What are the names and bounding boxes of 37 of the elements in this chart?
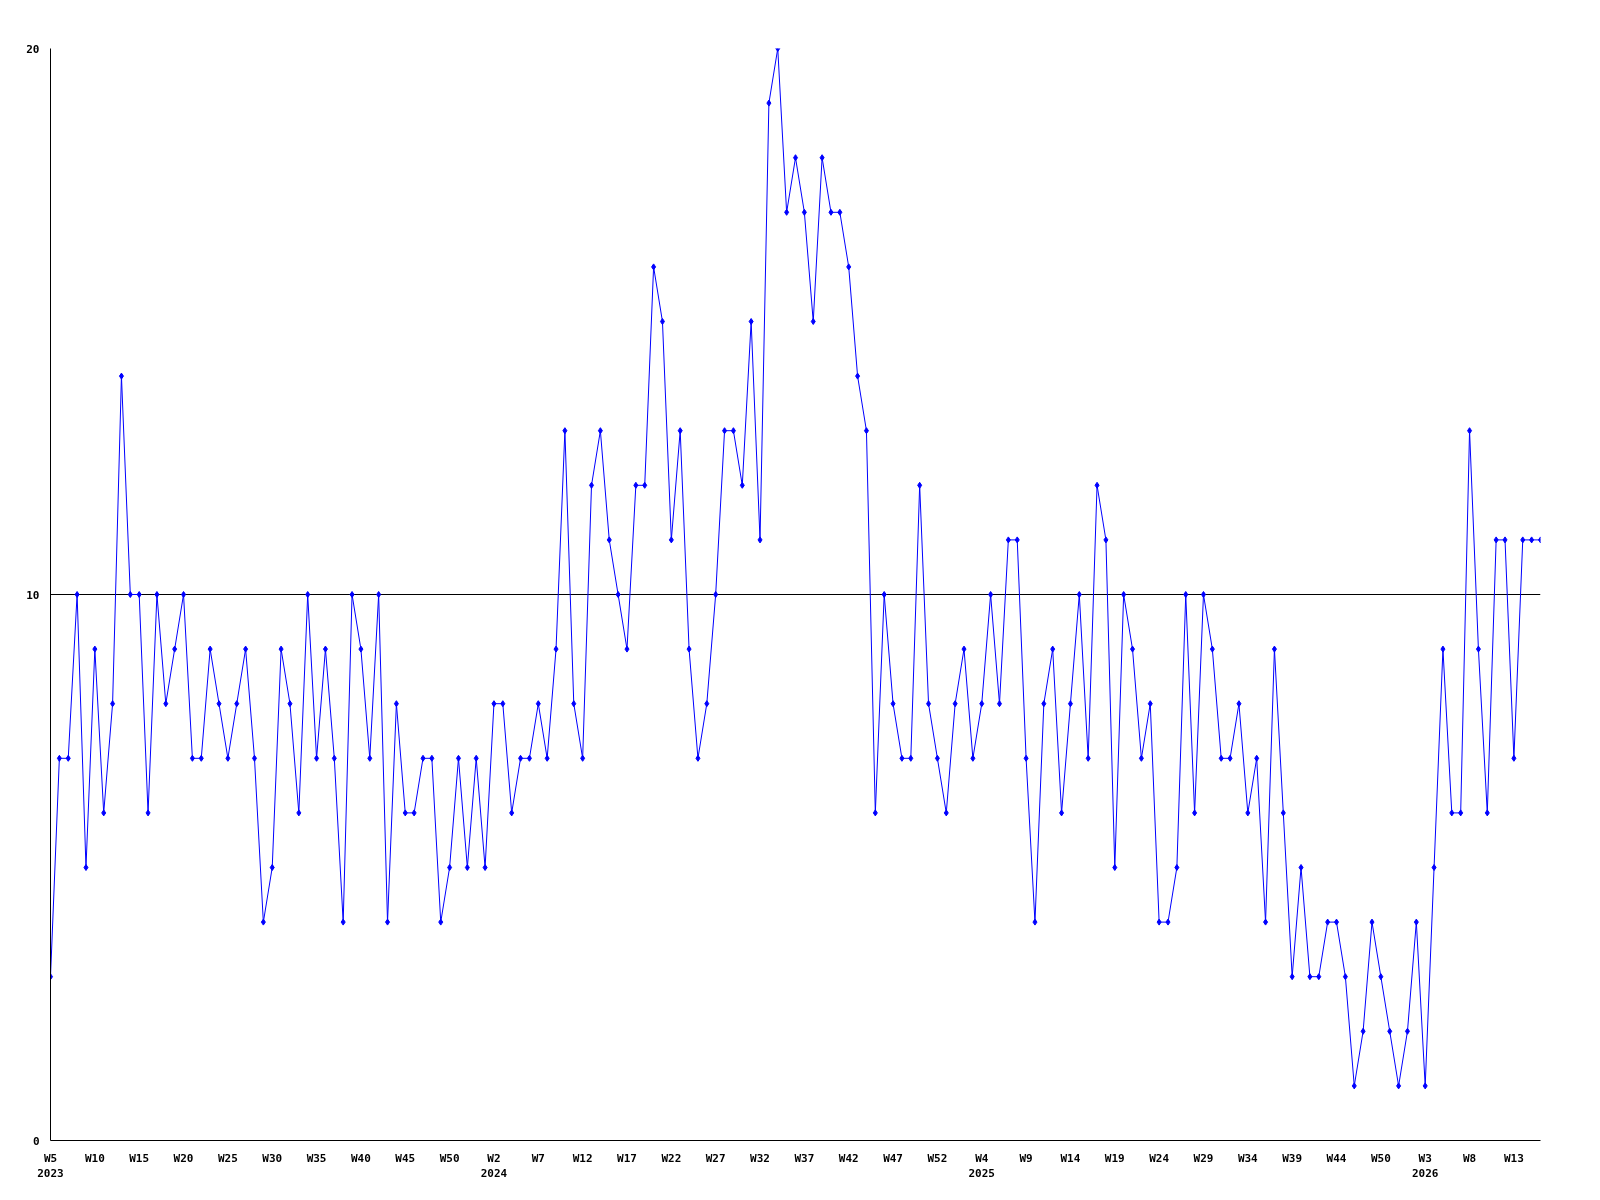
x-tick-label: W45 <box>395 1151 416 1165</box>
x-tick-label: W52 <box>927 1151 948 1165</box>
y-tick-label: 10 <box>26 588 40 602</box>
x-tick-label: W19 <box>1104 1151 1125 1165</box>
x-tick-label: W27 <box>705 1151 726 1165</box>
x-tick-label: W8 <box>1462 1151 1477 1165</box>
x-tick-label: W15 <box>129 1151 150 1165</box>
x-tick-label: W32 <box>750 1151 770 1165</box>
y-tick-label: 0 <box>32 1134 40 1148</box>
x-tick-label: W24 <box>1149 1151 1170 1165</box>
x-tick-label: W12 <box>572 1151 593 1165</box>
x-tick-label: W37 <box>794 1151 815 1165</box>
x-tick-label: W9 <box>1019 1151 1033 1165</box>
x-tick-label: W5 2023 <box>37 1151 64 1181</box>
x-tick-label: W47 <box>883 1151 903 1165</box>
x-tick-label: W25 <box>217 1151 238 1165</box>
x-tick-label: W13 <box>1503 1151 1524 1165</box>
x-tick-label: W50 <box>1370 1151 1391 1165</box>
x-tick-label: W17 <box>617 1151 637 1165</box>
x-tick-label: W50 <box>439 1151 460 1165</box>
x-tick-label: W7 <box>531 1151 545 1165</box>
x-tick-label: W42 <box>838 1151 859 1165</box>
x-tick-label: W40 <box>350 1151 371 1165</box>
x-tick-label: W2 2024 <box>480 1151 508 1181</box>
x-tick-label: W14 <box>1060 1151 1081 1165</box>
x-tick-label: W39 <box>1282 1151 1303 1165</box>
x-tick-label: W3 2026 <box>1411 1151 1439 1181</box>
y-tick-label: 20 <box>26 42 40 56</box>
x-tick-label: W44 <box>1326 1151 1347 1165</box>
x-tick-label: W29 <box>1193 1151 1214 1165</box>
x-tick-label: W22 <box>661 1151 682 1165</box>
x-tick-label: W30 <box>262 1151 283 1165</box>
x-tick-label: W4 2025 <box>968 1151 995 1181</box>
x-tick-label: W35 <box>306 1151 327 1165</box>
x-tick-label: W34 <box>1237 1151 1259 1165</box>
x-tick-label: W20 <box>173 1151 194 1165</box>
x-tick-label: W10 <box>84 1151 105 1165</box>
